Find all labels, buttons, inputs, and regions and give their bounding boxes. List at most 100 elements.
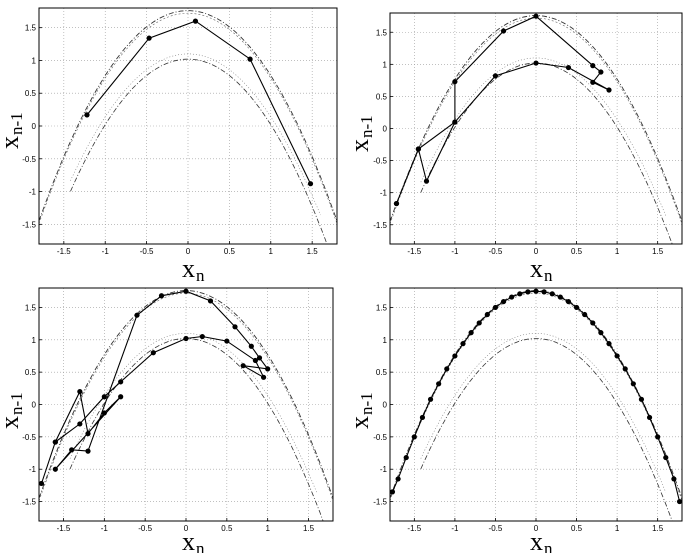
data-point: [84, 112, 90, 118]
data-point: [638, 396, 645, 402]
data-point: [307, 181, 314, 187]
data-point: [646, 414, 653, 421]
lower-attractor-curve-2: [420, 333, 667, 493]
data-point: [590, 320, 596, 326]
data-point: [565, 298, 572, 305]
y-tick-label: -1: [29, 465, 37, 474]
x-tick-label: 0: [534, 524, 539, 533]
data-point: [52, 439, 58, 445]
x-tick-label: 0.5: [571, 247, 583, 256]
data-point: [614, 353, 620, 359]
axes-frame: [389, 287, 683, 522]
data-point: [452, 353, 458, 359]
upper-attractor-curve-2: [390, 17, 682, 225]
data-point: [419, 414, 426, 421]
x-tick-label: -1: [101, 524, 109, 533]
axes-frame: [38, 287, 334, 522]
data-point: [393, 200, 400, 207]
data-point: [183, 335, 189, 342]
x-tick-label: 0.5: [571, 524, 583, 533]
x-tick-label: -1: [102, 247, 110, 256]
data-point: [622, 366, 628, 372]
data-point: [199, 333, 205, 340]
data-point: [590, 63, 596, 69]
y-tick-label: 0.5: [376, 368, 388, 377]
y-tick-label: 0.5: [376, 92, 388, 101]
y-tick-label: -1.5: [22, 220, 36, 229]
data-point: [452, 79, 458, 85]
data-point: [427, 396, 434, 402]
data-point: [676, 498, 683, 505]
data-point: [158, 293, 165, 299]
y-tick-label: 1: [383, 336, 388, 345]
lower-attractor-curve-2: [420, 57, 667, 216]
x-tick-label: 0.5: [224, 247, 236, 256]
data-point: [557, 294, 563, 300]
x-axis-label-subscript: n: [196, 266, 205, 285]
data-point: [232, 324, 238, 330]
data-point: [118, 379, 124, 385]
data-point: [533, 288, 539, 294]
data-point: [192, 18, 199, 24]
y-tick-label: -0.5: [373, 157, 387, 166]
data-point: [69, 447, 75, 453]
x-tick-label: 1.5: [652, 524, 664, 533]
x-tick-label: -1.5: [407, 524, 421, 533]
x-axis-label: x: [530, 527, 543, 553]
data-point: [444, 366, 450, 372]
y-tick-label: -1: [29, 188, 37, 197]
x-tick-label: -1: [451, 524, 459, 533]
data-point: [590, 79, 596, 85]
x-tick-label: 1.5: [307, 247, 319, 256]
y-axis-label-subscript: n-1: [7, 112, 26, 135]
x-axis-label: x: [182, 254, 195, 283]
x-tick-label: -0.5: [489, 247, 503, 256]
y-axis-label-subscript: n-1: [357, 392, 376, 415]
data-point: [541, 289, 547, 295]
data-point: [183, 288, 189, 294]
data-point: [52, 466, 58, 472]
data-point: [150, 350, 156, 356]
y-axis-label: x: [0, 416, 24, 429]
x-tick-label: 1: [265, 524, 270, 533]
x-axis-label-subscript: n: [196, 539, 205, 553]
x-tick-label: 1: [615, 524, 620, 533]
data-point: [395, 476, 401, 482]
x-tick-label: -1.5: [407, 247, 421, 256]
data-point: [573, 304, 580, 311]
data-point: [452, 119, 458, 125]
y-tick-label: -0.5: [373, 433, 387, 442]
y-tick-label: -1.5: [373, 221, 387, 230]
y-tick-label: 0: [383, 401, 388, 410]
data-point: [260, 374, 267, 380]
x-tick-label: 0: [184, 524, 189, 533]
y-tick-label: 0: [383, 125, 388, 134]
y-axis-label-group: xn-1: [0, 392, 26, 429]
upper-attractor-curve-2: [39, 292, 333, 501]
lower-attractor-curve-2: [69, 333, 317, 493]
data-point: [598, 69, 604, 75]
x-tick-label: 1.5: [303, 524, 315, 533]
data-point: [77, 421, 83, 427]
panel-top-right: -1.5 -1 -0.5 0 0.5 1 1.51.510.50-0.5-1-1.5x nxn…: [345, 12, 683, 285]
x-tick-label: 0: [534, 247, 539, 256]
y-tick-label: -1: [380, 189, 388, 198]
data-point: [252, 357, 259, 364]
y-tick-label: -0.5: [22, 433, 36, 442]
series-line: [40, 290, 269, 484]
data-point: [671, 476, 677, 482]
data-point: [77, 388, 83, 395]
y-tick-label: 1.5: [25, 303, 37, 312]
attractor-curves: [39, 10, 337, 244]
lower-attractor-curve: [420, 62, 673, 244]
x-tick-label: -1.5: [57, 524, 71, 533]
data-point: [476, 320, 482, 326]
data-point: [101, 394, 107, 400]
x-tick-label: -0.5: [489, 524, 503, 533]
x-tick-label: 1.5: [652, 247, 664, 256]
y-tick-label: 1: [32, 56, 37, 65]
data-point: [247, 56, 253, 62]
x-tick-label: 1: [269, 247, 274, 256]
data-point: [101, 410, 107, 416]
